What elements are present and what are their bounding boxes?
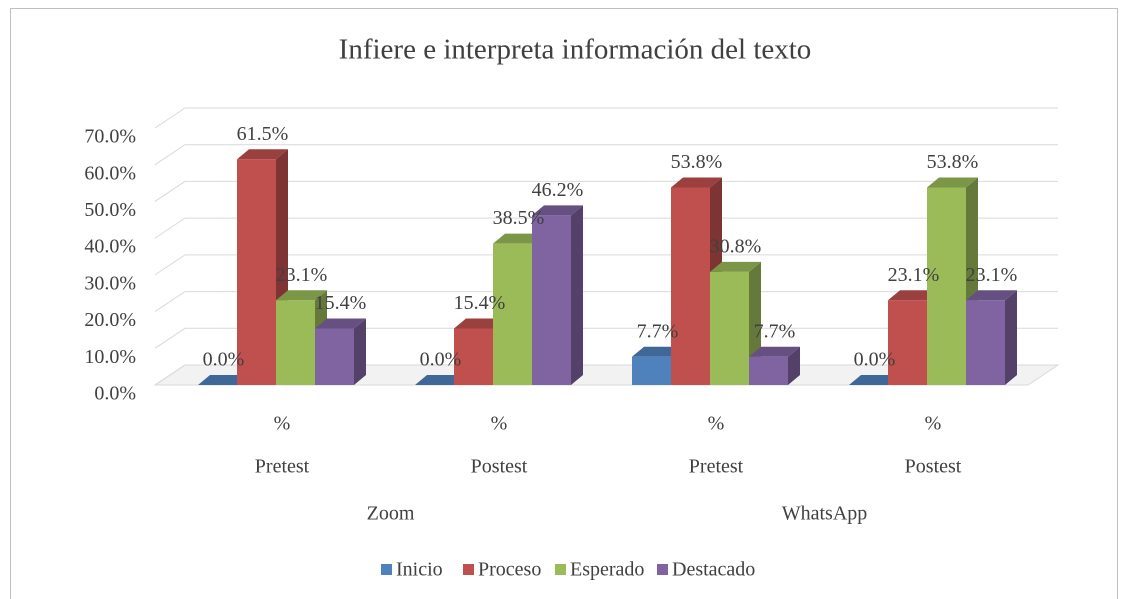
bar-front [888,300,927,385]
bar [966,290,1017,385]
x-tick-label: % [491,413,508,435]
y-tick-label: 60.0% [84,162,136,184]
x-subcategory-label: Pretest [689,456,744,478]
x-group-label: WhatsApp [782,503,868,525]
data-label: 15.4% [454,292,506,314]
legend-label: Esperado [570,559,644,581]
data-label: 61.5% [237,123,289,145]
bar [671,177,722,385]
bar [532,205,583,385]
bar-top [315,318,366,329]
grid-line [154,217,1058,239]
bar-front [632,356,671,385]
x-group-label: Zoom [367,503,415,525]
data-label: 0.0% [854,349,896,371]
legend-label: Proceso [478,559,541,581]
y-tick-label: 10.0% [84,346,136,368]
bar-front [454,328,493,385]
x-subcategory-label: Postest [905,456,962,478]
bar-side [354,318,366,385]
y-tick-label: 20.0% [84,309,136,331]
grid-line [154,144,1058,166]
grid-line [154,254,1058,276]
bar [749,346,800,385]
data-label: 7.7% [754,320,796,342]
data-label: 53.8% [927,151,979,173]
grid-line [154,291,1058,312]
bar-front [966,300,1005,385]
bar-front [493,243,532,385]
x-tick-label: % [925,413,942,435]
bar [315,318,366,385]
data-label: 53.8% [671,151,723,173]
data-label: 23.1% [276,264,328,286]
bar-front [749,356,788,385]
bar-top [927,177,978,188]
bar-top [849,375,900,385]
bar-top [532,205,583,216]
bar [849,375,900,385]
legend-swatch [555,564,566,575]
y-tick-label: 0.0% [94,383,136,405]
bar-top [888,290,939,301]
bar-front [315,328,354,385]
data-label: 15.4% [315,292,367,314]
legend-swatch [657,564,668,575]
bar-top [710,261,761,272]
bar [198,375,249,385]
bar-top [415,375,466,385]
bar-top [671,177,722,188]
bar-side [1005,290,1017,385]
bar-front [276,300,315,385]
legend-label: Destacado [672,559,755,581]
grid-line [154,180,1058,202]
bar-top [966,290,1017,301]
x-subcategory-label: Pretest [255,456,310,478]
x-subcategory-label: Postest [471,456,528,478]
bar [415,375,466,385]
data-label: 23.1% [888,264,940,286]
x-tick-label: % [274,413,291,435]
bar [927,177,978,385]
bar-side [788,346,800,385]
grid-line [154,327,1058,349]
bar-front [532,215,571,385]
x-tick-label: % [708,413,725,435]
legend-label: Inicio [396,559,443,581]
data-label: 30.8% [710,236,762,258]
bar-top [493,233,544,244]
bar-top [454,318,505,329]
bar-top [632,346,683,357]
data-label: 46.2% [532,179,584,201]
data-label: 7.7% [637,320,679,342]
bar-front [927,187,966,385]
legend-swatch [381,564,392,575]
bar-front [237,159,276,385]
bar-side [571,205,583,385]
bar-front [710,271,749,385]
bar-top [237,149,288,160]
grid-line [154,107,1058,129]
bar-front [671,187,710,385]
chart-title: Infiere e interpreta información del tex… [339,34,812,66]
legend-swatch [463,564,474,575]
y-tick-label: 30.0% [84,272,136,294]
data-label: 23.1% [966,264,1018,286]
y-tick-label: 50.0% [84,199,136,221]
bar-top [276,290,327,301]
bar-top [749,346,800,357]
data-label: 0.0% [420,349,462,371]
y-tick-label: 40.0% [84,236,136,258]
bar-top [198,375,249,385]
data-label: 0.0% [203,349,245,371]
data-label: 38.5% [493,207,545,229]
y-tick-label: 70.0% [84,126,136,148]
